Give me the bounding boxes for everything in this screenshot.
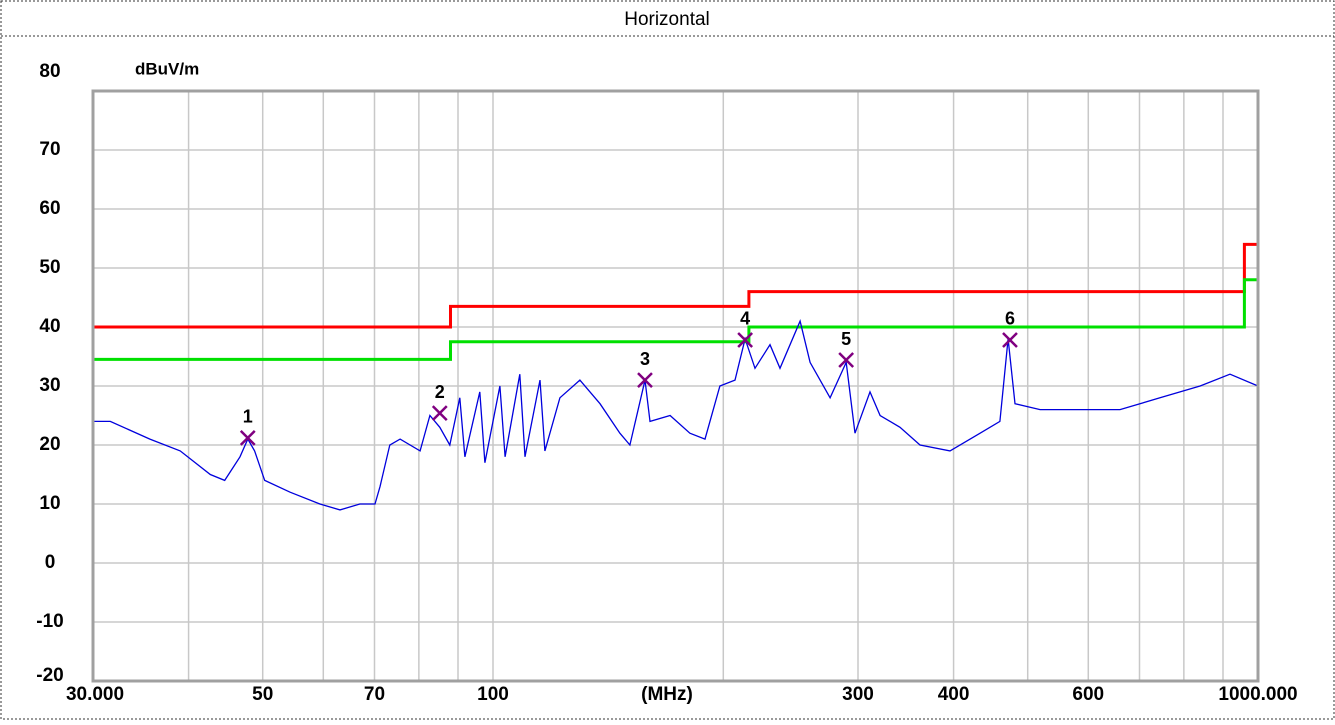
peak-label: 1 — [243, 407, 253, 427]
x-tick-label: 400 — [938, 684, 970, 705]
y-tick-label: 20 — [39, 434, 60, 455]
x-tick-label: 600 — [1072, 684, 1104, 705]
peak-marker — [737, 332, 754, 348]
series-line — [93, 242, 1258, 329]
y-tick-label: -20 — [36, 665, 63, 686]
series-line — [93, 319, 1259, 511]
y-tick-label: 70 — [39, 139, 60, 160]
y-tick-label: 30 — [39, 375, 60, 396]
x-tick-label: 50 — [252, 684, 273, 705]
y-tick-label: 60 — [39, 198, 60, 219]
chart-title: Horizontal — [624, 9, 710, 30]
peak-label: 4 — [740, 309, 750, 329]
x-tick-label: 1000.000 — [1218, 684, 1297, 705]
y-tick-label: -10 — [36, 611, 63, 632]
plot-border — [91, 89, 1260, 683]
y-tick-label: 40 — [39, 316, 60, 337]
peak-marker — [239, 430, 256, 446]
series-line — [93, 278, 1258, 361]
x-tick-label: 300 — [842, 684, 874, 705]
peak-label: 3 — [640, 349, 650, 369]
x-tick-label: 70 — [364, 684, 385, 705]
x-tick-label: 30.000 — [66, 684, 124, 705]
y-tick-label: 0 — [45, 552, 56, 573]
peak-marker — [637, 372, 653, 388]
x-tick-label: 100 — [477, 684, 509, 705]
peak-marker — [431, 405, 448, 422]
peak-label: 5 — [841, 329, 851, 349]
y-axis-label: dBuV/m — [135, 59, 199, 78]
peak-label: 6 — [1005, 309, 1015, 329]
x-axis-label: (MHz) — [641, 684, 693, 705]
y-tick-label: 10 — [39, 493, 60, 514]
peak-marker — [1002, 332, 1018, 348]
peak-marker — [838, 352, 855, 368]
y-tick-label: 50 — [39, 257, 60, 278]
peak-label: 2 — [435, 382, 445, 402]
y-tick-label: 80 — [39, 61, 60, 82]
